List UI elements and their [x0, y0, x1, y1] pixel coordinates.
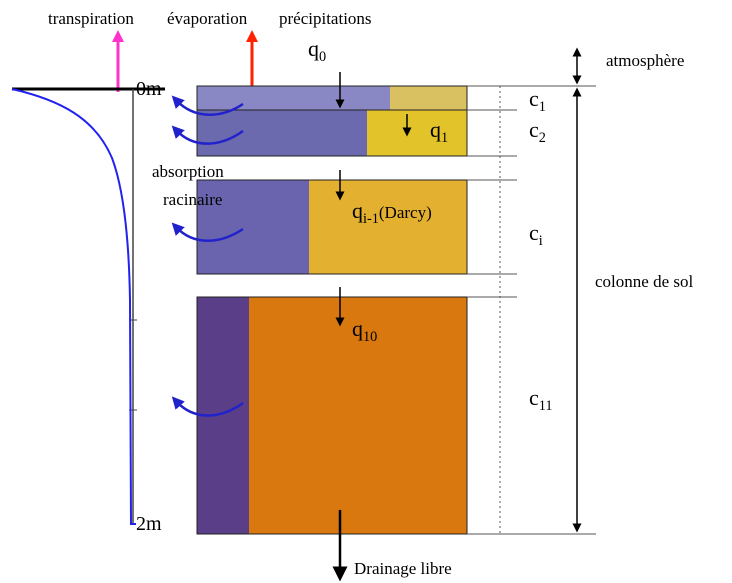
layer-boundaries [467, 85, 596, 535]
layer-c2 [196, 109, 468, 157]
root-uptake-arrow-ci [171, 222, 244, 242]
absorption-label-line2: racinaire [163, 190, 223, 209]
depth-label-bottom: 2m [136, 513, 162, 535]
soil-column-label: colonne de sol [595, 272, 694, 291]
absorption-label-line1: absorption [152, 162, 224, 181]
layer-c1 [196, 85, 468, 111]
flux-label-qi: qi-1(Darcy) [352, 198, 432, 227]
root-density-curve [11, 88, 136, 525]
flux-label-q0: q0 [308, 36, 327, 65]
layer-label-c11: c11 [529, 385, 553, 414]
precipitations-label: précipitations [279, 9, 372, 28]
root-uptake-arrow-c11 [171, 396, 244, 417]
evaporation-label: évaporation [167, 9, 248, 28]
transpiration-label: transpiration [48, 9, 134, 28]
atmosphere-label: atmosphère [606, 51, 685, 70]
layer-label-c1: c1 [529, 86, 546, 115]
depth-axis [12, 87, 165, 524]
root-uptake-arrow-c2 [171, 125, 244, 145]
layer-label-c2: c2 [529, 117, 546, 146]
layer-ci [196, 179, 468, 275]
depth-label-top: 0m [136, 78, 162, 100]
layer-label-ci: ci [529, 220, 543, 249]
layer-c11 [196, 296, 468, 535]
flux-label-q1: q1 [430, 117, 449, 146]
flux-label-q10: q10 [352, 316, 378, 345]
drainage-label: Drainage libre [354, 559, 452, 578]
root-uptake-arrow-c1 [171, 95, 244, 116]
